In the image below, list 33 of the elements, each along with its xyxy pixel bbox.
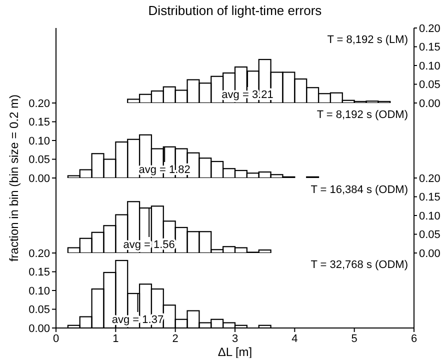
y-tick-label: 0.05 [28,304,50,316]
y-tick-label: 0.00 [28,172,50,185]
y-tick-label: 0.15 [28,116,50,129]
annotation: T = 8,192 s (ODM) [316,109,408,121]
y2-tick-label: 0.15 [419,192,440,204]
y2-tick-label: 0.15 [419,42,440,54]
x-tick-label: 5 [351,332,358,345]
annotation: T = 8,192 s (LM) [327,34,408,46]
y2-tick-label: 0.00 [419,248,440,260]
y-tick-label: 0.05 [28,154,50,166]
y-tick-label: 0.20 [28,248,50,260]
x-tick-label: 1 [112,332,119,345]
annotation: T = 32,768 s (ODM) [310,259,408,271]
annotation: T = 16,384 s (ODM) [310,184,408,196]
x-tick-label: 3 [232,332,238,345]
y-tick-label: 0.20 [28,98,50,110]
y2-tick-label: 0.20 [419,172,440,185]
y2-tick-label: 0.20 [419,22,440,35]
y-tick-label: 0.10 [28,135,50,148]
y-tick-label: 0.10 [28,285,50,298]
y-tick-label: 0.15 [28,266,50,279]
y2-tick-label: 0.00 [419,98,440,110]
y2-tick-label: 0.05 [419,79,440,92]
y2-tick-label: 0.05 [419,229,440,242]
x-tick-label: 2 [172,332,178,345]
x-tick-label: 6 [410,332,418,345]
x-tick-label: 0 [52,332,60,345]
x-tick-label: 4 [292,332,298,345]
y2-tick-label: 0.10 [419,210,440,222]
chart-title: Distribution of light-time errors [147,3,323,19]
y-tick-label: 0.00 [28,322,50,335]
y2-tick-label: 0.10 [419,60,440,72]
y-axis-title: fraction in bin (bin size = 0.2 m) [7,94,21,262]
